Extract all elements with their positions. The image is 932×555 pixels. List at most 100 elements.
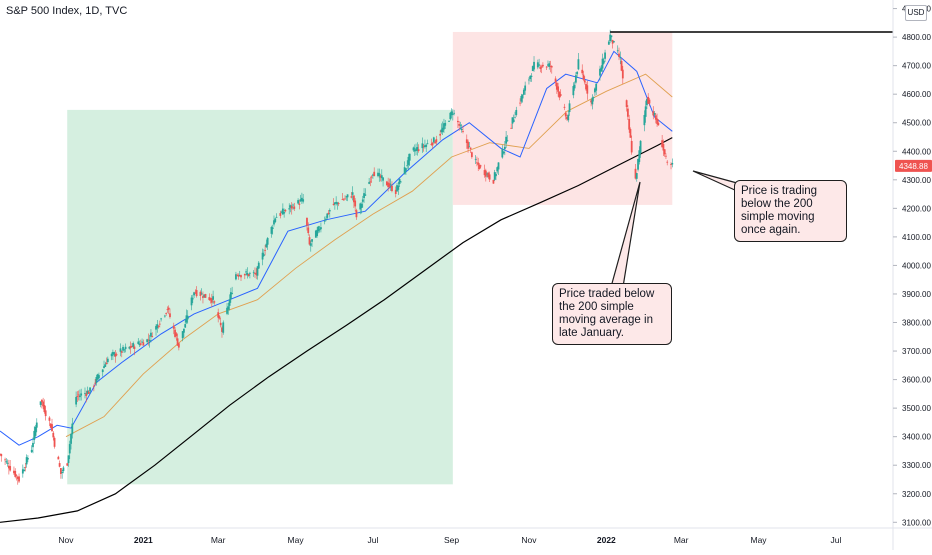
- candle-body: [515, 109, 518, 116]
- candle-body: [394, 189, 397, 194]
- candle-body: [306, 217, 308, 226]
- candle-body: [387, 182, 390, 188]
- candle-body: [620, 60, 623, 71]
- candle-body: [23, 469, 26, 472]
- candle-body: [533, 61, 535, 70]
- candle-body: [176, 338, 179, 346]
- candle-body: [530, 75, 533, 77]
- y-tick-label: 3500.00: [902, 404, 931, 413]
- y-tick-label: 3400.00: [902, 433, 931, 442]
- candle-body: [399, 181, 402, 183]
- candle-body: [501, 148, 504, 158]
- candle-body: [591, 97, 594, 105]
- candle-body: [398, 178, 401, 185]
- candle-body: [62, 467, 65, 472]
- candle-body: [235, 274, 237, 280]
- candle-body: [18, 476, 20, 482]
- candle-body: [492, 179, 495, 184]
- candle-body: [42, 401, 45, 407]
- candle-body: [483, 170, 486, 176]
- candle-body: [505, 136, 508, 144]
- candle-body: [283, 212, 286, 214]
- candle-body: [630, 140, 633, 153]
- candle-body: [21, 469, 24, 474]
- candle-body: [405, 168, 407, 171]
- candle-body: [96, 374, 99, 380]
- candle-body: [141, 341, 143, 343]
- candle-body: [512, 119, 515, 123]
- candle-body: [652, 111, 655, 116]
- candle-body: [602, 60, 605, 64]
- candle-body: [68, 444, 71, 454]
- candle-body: [502, 151, 505, 154]
- candle-body: [101, 369, 104, 373]
- candle-body: [548, 63, 551, 67]
- candle-body: [474, 158, 477, 160]
- candle-body: [254, 273, 256, 274]
- candle-body: [346, 194, 349, 198]
- candle-body: [274, 218, 277, 223]
- candle-body: [307, 227, 310, 234]
- candle-body: [237, 275, 240, 277]
- candle-body: [218, 316, 221, 319]
- candle-body: [98, 375, 100, 379]
- candle-body: [190, 297, 193, 306]
- candle-body: [443, 123, 445, 130]
- candle-body: [459, 124, 462, 126]
- candle-body: [635, 173, 638, 179]
- candle-body: [40, 399, 43, 403]
- candle-body: [30, 449, 33, 453]
- candle-body: [396, 185, 398, 192]
- candle-body: [256, 266, 259, 276]
- candle-body: [48, 417, 51, 421]
- candle-body: [336, 202, 339, 205]
- candle-body: [337, 203, 340, 205]
- annotation-note-2: Price traded below the 200 simple moving…: [552, 283, 672, 345]
- candle-body: [453, 112, 456, 114]
- y-tick-label: 4600.00: [902, 90, 931, 99]
- candle-body: [545, 66, 548, 68]
- candle-body: [364, 194, 367, 196]
- candle-body: [514, 117, 516, 119]
- candle-body: [611, 40, 614, 44]
- candle-body: [9, 466, 12, 471]
- candle-body: [261, 252, 264, 260]
- candle-body: [613, 41, 615, 43]
- candle-body: [172, 325, 175, 329]
- candle-body: [496, 167, 499, 172]
- last-price-badge: [895, 159, 932, 172]
- candle-body: [372, 174, 374, 176]
- candle-body: [14, 470, 17, 477]
- candle-body: [434, 142, 436, 144]
- candle-body: [199, 291, 202, 296]
- candle-body: [426, 143, 429, 145]
- y-tick-label: 4200.00: [902, 204, 931, 213]
- candle-body: [625, 100, 628, 107]
- candle-body: [360, 204, 363, 209]
- candle-body: [39, 401, 42, 405]
- candle-body: [522, 89, 525, 95]
- candle-body: [167, 307, 170, 310]
- candle-body: [123, 349, 126, 351]
- x-tick-label: Mar: [674, 535, 689, 545]
- candle-body: [538, 64, 540, 66]
- candle-body: [421, 143, 424, 149]
- candle-body: [71, 423, 74, 435]
- candle-body: [175, 333, 178, 337]
- candle-body: [148, 340, 151, 342]
- candle-body: [342, 199, 345, 201]
- candle-body: [247, 274, 250, 276]
- candle-body: [378, 173, 381, 177]
- candle-body: [643, 114, 646, 126]
- candle-body: [406, 165, 409, 167]
- currency-button[interactable]: USD: [905, 5, 927, 21]
- candle-body: [177, 343, 180, 348]
- candle-body: [200, 293, 203, 295]
- candle-body: [53, 437, 56, 447]
- candle-body: [385, 181, 388, 186]
- candle-body: [27, 457, 29, 460]
- chart-title: S&P 500 Index, 1D, TVC: [6, 5, 128, 17]
- candle-body: [586, 85, 589, 94]
- candle-body: [373, 171, 376, 177]
